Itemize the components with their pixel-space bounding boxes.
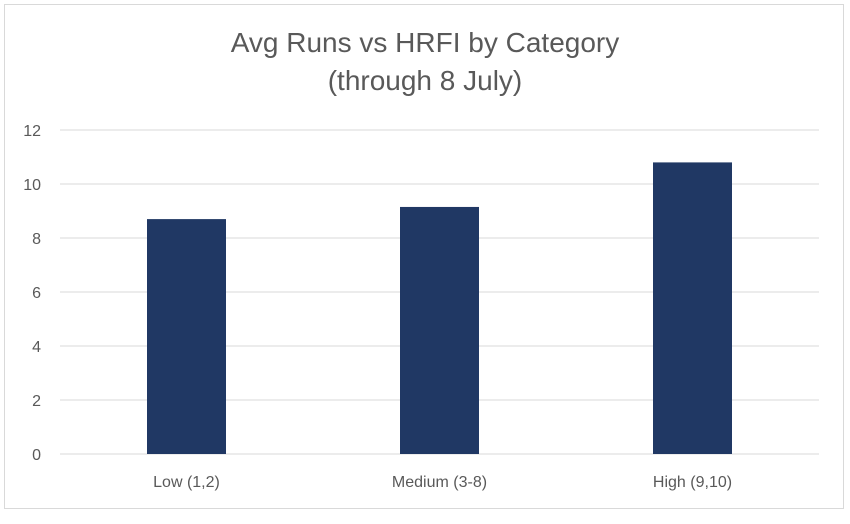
x-category-label: Low (1,2)	[153, 474, 220, 491]
bar	[653, 162, 732, 454]
y-tick-label: 12	[23, 123, 41, 140]
y-tick-label: 6	[32, 285, 41, 302]
y-tick-label: 4	[32, 339, 41, 356]
bars	[147, 162, 732, 454]
y-axis-ticks: 0 2 4 6 8 10 12	[23, 123, 41, 464]
y-tick-label: 0	[32, 447, 41, 464]
bar	[147, 219, 226, 454]
bar	[400, 206, 479, 454]
y-tick-label: 2	[32, 393, 41, 410]
x-category-label: High (9,10)	[653, 474, 732, 491]
x-category-label: Medium (3-8)	[392, 474, 487, 491]
y-tick-label: 10	[23, 177, 41, 194]
chart-subtitle: (through 8 July)	[327, 65, 523, 96]
chart-title: Avg Runs vs HRFI by Category	[230, 27, 620, 58]
y-tick-label: 8	[32, 231, 41, 248]
x-axis-labels: Low (1,2) Medium (3-8) High (9,10)	[153, 474, 732, 491]
